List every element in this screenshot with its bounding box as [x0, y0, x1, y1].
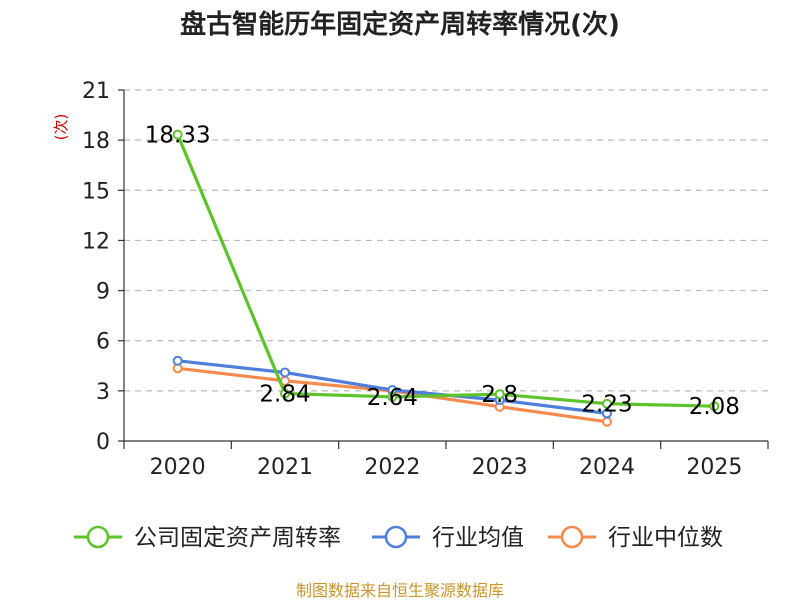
- legend-marker: [560, 525, 584, 549]
- data-point[interactable]: [280, 388, 290, 399]
- y-tick-label: 3: [96, 380, 110, 405]
- data-point[interactable]: [602, 398, 612, 409]
- y-tick-label: 6: [96, 330, 110, 355]
- chart-title: 盘古智能历年固定资产周转率情况(次): [180, 9, 620, 40]
- data-labels: 18.33 2.84 2.64 2.8 2.23 2.08: [145, 123, 740, 421]
- legend-label: 公司固定资产周转率: [134, 525, 341, 551]
- x-tick-label: 2025: [686, 455, 742, 480]
- y-tick-label: 21: [82, 79, 110, 104]
- legend-item[interactable]: 行业中位数: [548, 525, 723, 551]
- axes: 0 3 6 9 12 15 18 21 2020 2021 2022 2023 2024 2025: [82, 79, 769, 480]
- x-tick-label: 2021: [257, 455, 313, 480]
- y-tick-label: 12: [82, 229, 110, 254]
- data-label: 2.84: [259, 382, 310, 408]
- y-tick-label: 0: [96, 430, 110, 455]
- y-axis-unit-label: (次): [52, 114, 70, 141]
- x-tick-label: 2022: [364, 455, 420, 480]
- y-tick-label: 18: [82, 129, 110, 154]
- gridlines: [124, 89, 768, 392]
- data-label: 2.08: [689, 394, 740, 420]
- data-point[interactable]: [387, 391, 398, 402]
- y-tick-label: 9: [96, 280, 110, 305]
- data-point[interactable]: [602, 416, 612, 427]
- series-line: [176, 133, 715, 408]
- series-lines: [172, 129, 720, 427]
- data-point[interactable]: [280, 367, 290, 378]
- y-tick-label: 15: [82, 179, 110, 204]
- legend-item[interactable]: 行业均值: [372, 525, 524, 551]
- legend-marker: [384, 525, 408, 549]
- data-label: 2.23: [581, 392, 632, 418]
- data-point[interactable]: [602, 408, 612, 419]
- data-label: 2.8: [481, 382, 518, 408]
- legend-item[interactable]: 公司固定资产周转率: [74, 525, 341, 551]
- x-tick-label: 2023: [472, 455, 528, 480]
- data-label: 18.33: [145, 123, 211, 149]
- data-point[interactable]: [709, 401, 720, 412]
- legend-label: 行业均值: [432, 525, 524, 551]
- x-tick-label: 2020: [150, 455, 206, 480]
- data-point[interactable]: [172, 355, 183, 366]
- data-point[interactable]: [494, 389, 505, 400]
- legend-marker: [86, 525, 110, 549]
- legend-label: 行业中位数: [608, 525, 723, 551]
- data-point[interactable]: [172, 129, 183, 140]
- x-tick-label: 2024: [579, 455, 635, 480]
- legend[interactable]: 公司固定资产周转率 行业均值 行业中位数: [74, 525, 723, 551]
- source-note: 制图数据来自恒生聚源数据库: [296, 581, 504, 600]
- data-label: 2.64: [367, 385, 418, 411]
